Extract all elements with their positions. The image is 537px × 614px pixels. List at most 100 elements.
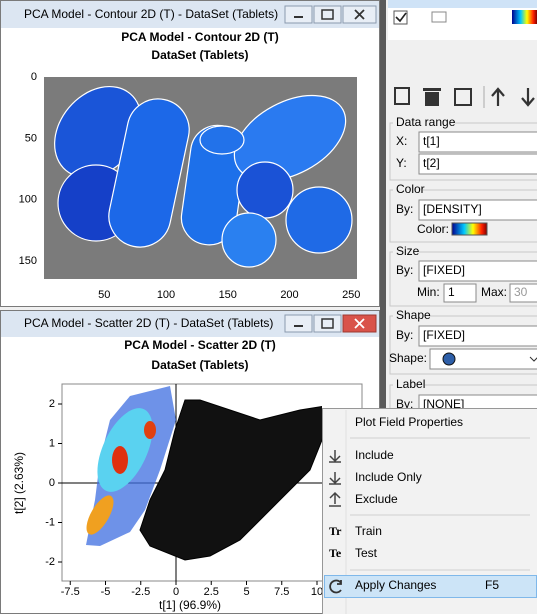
menu-item[interactable]: Exclude xyxy=(355,492,398,506)
splitter xyxy=(380,0,386,614)
group-title: Data range xyxy=(396,115,456,129)
density-cloud xyxy=(86,495,114,535)
layer-icon xyxy=(431,11,447,23)
context-menu: Plot Field Properties Include Include On… xyxy=(322,408,537,614)
field-value: [DENSITY] xyxy=(423,202,482,216)
include-only-icon xyxy=(329,472,341,485)
menu-label: Plot Field Properties xyxy=(355,415,463,429)
y-tick-label: 50 xyxy=(25,132,37,144)
field-label: By: xyxy=(396,263,413,277)
close-icon xyxy=(354,9,365,20)
group-title-backgrounds xyxy=(393,116,455,392)
menu-item[interactable]: Tr Train xyxy=(329,524,382,538)
menu-label: Exclude xyxy=(355,492,398,506)
field-label: X: xyxy=(396,134,407,148)
y-tick-label: 2 xyxy=(49,398,55,410)
menu-item[interactable]: Include Only xyxy=(355,470,422,484)
layer-color xyxy=(512,10,537,24)
minimize-button[interactable] xyxy=(284,5,313,24)
menu-item[interactable]: Plot Field Properties xyxy=(355,415,463,429)
x-tick-label: 200 xyxy=(280,289,298,301)
plot-subtitle: DataSet (Tablets) xyxy=(151,358,248,372)
contour-blobs xyxy=(54,85,353,268)
color-by-input[interactable] xyxy=(418,199,537,221)
x-tick-label: 7.5 xyxy=(274,586,289,598)
density-cloud xyxy=(144,421,156,439)
size-min-input[interactable] xyxy=(443,283,477,303)
close-icon xyxy=(354,318,365,329)
menu-label: Include Only xyxy=(355,470,422,484)
field-label: By: xyxy=(396,202,413,216)
shape-dropdown[interactable] xyxy=(429,348,537,370)
move-up-button[interactable] xyxy=(491,87,505,106)
x-tick-label: -2.5 xyxy=(131,586,150,598)
group-title: Label xyxy=(396,377,425,391)
scatter-window: PCA Model - Scatter 2D (T) - DataSet (Ta… xyxy=(0,310,380,614)
plot-title: PCA Model - Contour 2D (T) xyxy=(121,30,279,44)
group-box xyxy=(389,251,537,307)
size-max-input[interactable] xyxy=(509,283,537,303)
y-input[interactable] xyxy=(418,153,537,175)
x-input[interactable] xyxy=(418,131,537,153)
y-tick-label: 1 xyxy=(49,437,55,449)
field-value: 1 xyxy=(448,285,455,299)
apply-icon xyxy=(329,579,342,594)
plot-subtitle: DataSet (Tablets) xyxy=(151,48,248,62)
add-button[interactable] xyxy=(394,87,410,105)
menu-label: Train xyxy=(355,524,382,538)
maximize-button[interactable] xyxy=(313,5,342,24)
menu-item[interactable]: Te Test xyxy=(329,546,378,560)
window-title: PCA Model - Contour 2D (T) - DataSet (Ta… xyxy=(24,7,278,21)
window-title: PCA Model - Scatter 2D (T) - DataSet (Ta… xyxy=(24,316,273,330)
field-value: t[1] xyxy=(423,134,440,148)
menu-label: Include xyxy=(355,448,394,462)
group-box xyxy=(389,122,537,181)
x-tick-label: 0 xyxy=(173,586,179,598)
menu-label: Test xyxy=(355,546,378,560)
group-title: Size xyxy=(396,244,420,258)
contour-window: PCA Model - Contour 2D (T) - DataSet (Ta… xyxy=(0,0,380,307)
toolbar xyxy=(394,86,535,108)
shape-symbol xyxy=(442,352,456,366)
field-value: t[2] xyxy=(423,156,440,170)
maximize-button[interactable] xyxy=(313,314,342,333)
shape-by-input[interactable] xyxy=(418,325,537,347)
x-tick-label: 100 xyxy=(157,289,175,301)
menu-item[interactable]: Apply Changes F5 xyxy=(355,578,499,592)
scatter-points xyxy=(86,386,322,561)
field-label: Min: xyxy=(417,285,440,299)
split-button[interactable] xyxy=(454,88,472,106)
check-mark xyxy=(395,12,407,23)
minimize-button[interactable] xyxy=(284,314,313,333)
x-tick-label: 2.5 xyxy=(204,586,219,598)
size-by-input[interactable] xyxy=(418,260,537,282)
x-tick-label: -7.5 xyxy=(61,586,80,598)
x-tick-label: 150 xyxy=(219,289,237,301)
field-value: [NONE] xyxy=(423,397,464,411)
menu-icon-text: Tr xyxy=(329,524,342,538)
density-cloud xyxy=(112,446,128,474)
color-ramp[interactable] xyxy=(451,222,488,236)
delete-button[interactable] xyxy=(425,92,439,106)
group-title: Color xyxy=(396,182,425,196)
field-label: By: xyxy=(396,397,413,411)
move-down-button[interactable] xyxy=(521,88,535,107)
group-title-bg xyxy=(393,378,425,392)
x-tick-label: -5 xyxy=(101,586,111,598)
layer-checkbox[interactable] xyxy=(393,10,408,25)
y-tick-label: -2 xyxy=(45,556,55,568)
x-tick-label: 10 xyxy=(311,586,323,598)
field-value: [FIXED] xyxy=(423,328,465,342)
field-label: Shape: xyxy=(389,351,427,365)
group-title-bg xyxy=(393,116,455,130)
menu-label: Apply Changes xyxy=(355,578,436,592)
plot-title: PCA Model - Scatter 2D (T) xyxy=(124,338,276,352)
field-label: Color: xyxy=(417,222,449,236)
menu-item[interactable]: Include xyxy=(355,448,394,462)
layer-list-header xyxy=(388,0,537,8)
group-title-bg xyxy=(393,183,423,197)
y-tick-label: -1 xyxy=(45,516,55,528)
y-tick-label: 100 xyxy=(19,194,37,206)
